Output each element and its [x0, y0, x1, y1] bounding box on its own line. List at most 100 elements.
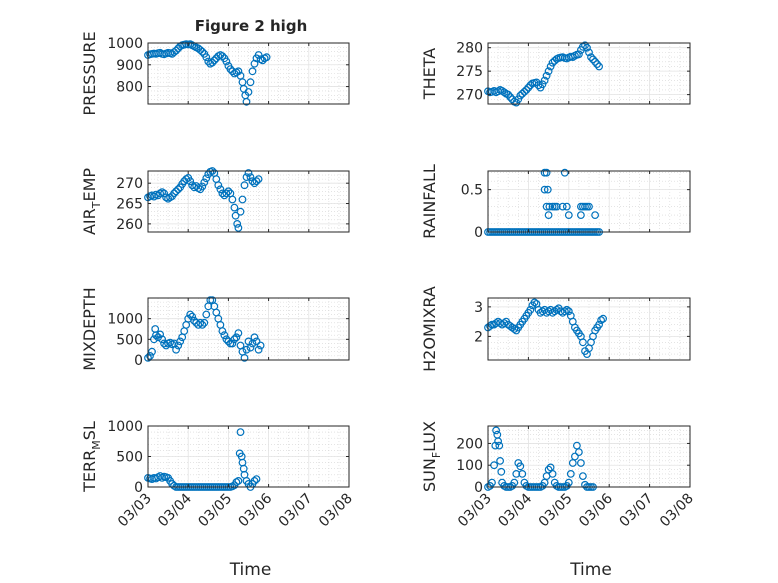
data-point: [186, 177, 195, 186]
data-point: [248, 67, 257, 76]
axes-box: [147, 42, 350, 105]
data-point: [174, 185, 183, 194]
data-point: [232, 333, 241, 342]
data-point: [186, 310, 195, 319]
data-point: [244, 88, 253, 96]
data-point: [240, 354, 249, 362]
data-point: [244, 169, 253, 177]
data-point: [200, 178, 209, 187]
data-point: [524, 83, 533, 92]
data-point: [552, 305, 561, 314]
subplot-8: 0 100 200 03/03 03/04 03/05 03/06 03/07 03/08 SUN…: [420, 421, 697, 580]
data-point: [230, 335, 239, 344]
data-point: [544, 67, 553, 76]
x-tick-label: 03/08: [657, 491, 697, 531]
data-point: [500, 319, 509, 328]
y-tick-label: 0: [474, 225, 483, 241]
data-point: [254, 175, 263, 184]
data-point: [587, 53, 595, 61]
subplot-1: 800 900 1000 PRESSURE: [80, 31, 350, 116]
data-point: [599, 314, 607, 323]
data-point: [226, 65, 235, 73]
y-tick-label: 500: [116, 450, 143, 466]
y-tick-label: 2: [474, 329, 483, 345]
data-point: [196, 318, 205, 327]
data-point: [520, 87, 529, 96]
data-point: [518, 470, 527, 478]
data-point: [506, 93, 515, 101]
data-point: [577, 211, 585, 220]
data-point: [593, 60, 601, 68]
data-point: [150, 192, 158, 201]
data-point: [585, 202, 593, 211]
data-point: [228, 195, 237, 204]
x-axis-label: Time: [229, 560, 272, 580]
data-point: [254, 51, 263, 59]
data-point: [514, 95, 523, 104]
data-point: [560, 168, 569, 177]
data-point: [242, 173, 251, 182]
x-tick-label: 03/06: [576, 490, 616, 530]
y-tick-label: 1000: [107, 312, 143, 328]
data-point: [488, 320, 496, 329]
data-point: [246, 173, 255, 182]
data-point: [534, 81, 543, 90]
data-point: [562, 305, 571, 314]
data-point: [526, 305, 535, 314]
data-point: [198, 47, 207, 56]
data-point: [234, 477, 243, 485]
data-point: [202, 174, 211, 183]
y-tick-label: 900: [116, 58, 143, 74]
y-tick-label: 1000: [107, 36, 143, 52]
y-tick-label: 280: [456, 41, 483, 57]
data-point: [591, 57, 599, 66]
data-point: [545, 202, 554, 211]
data-point: [542, 71, 551, 80]
data-point: [566, 470, 575, 478]
data-point: [250, 179, 259, 188]
data-point: [538, 80, 547, 89]
x-tick-label: 03/08: [316, 491, 356, 531]
y-tick-label: 260: [116, 217, 143, 233]
x-tick-label: 03/07: [617, 491, 657, 531]
data-point: [575, 448, 583, 457]
data-point: [242, 97, 251, 106]
data-point: [492, 426, 501, 435]
data-point: [236, 207, 245, 216]
data-point: [256, 341, 265, 350]
data-point: [542, 168, 551, 177]
data-point: [238, 195, 247, 204]
x-tick-label: 03/04: [495, 490, 535, 530]
data-point: [571, 452, 579, 461]
data-point: [220, 331, 229, 340]
y-axis-label: H2OMIXRA: [420, 286, 439, 372]
data-point: [575, 50, 583, 59]
data-point: [172, 187, 181, 196]
y-axis-label: TERRMSL: [80, 421, 103, 493]
data-point: [564, 307, 573, 316]
data-point: [242, 345, 251, 354]
subplot-5: 0 500 1000 MIXDEPTH: [80, 287, 350, 371]
data-point: [234, 329, 243, 338]
y-tick-label: 1000: [107, 419, 143, 435]
axes-box: [487, 297, 691, 361]
data-point: [522, 85, 531, 94]
y-tick-label: 275: [456, 64, 483, 80]
x-tick-label: 03/03: [455, 491, 495, 531]
y-tick-label: 0: [474, 480, 483, 496]
data-point: [595, 320, 603, 329]
data-point: [581, 41, 589, 50]
data-point: [544, 211, 553, 220]
data-point: [218, 52, 227, 60]
y-tick-label: 265: [116, 197, 143, 213]
data-point: [158, 335, 167, 344]
data-point: [240, 181, 249, 190]
data-point: [510, 325, 519, 333]
data-point: [148, 347, 156, 356]
axes-box: [487, 425, 691, 488]
data-point: [546, 62, 555, 71]
data-point: [579, 338, 587, 347]
data-point: [233, 219, 242, 228]
data-point: [174, 341, 183, 350]
